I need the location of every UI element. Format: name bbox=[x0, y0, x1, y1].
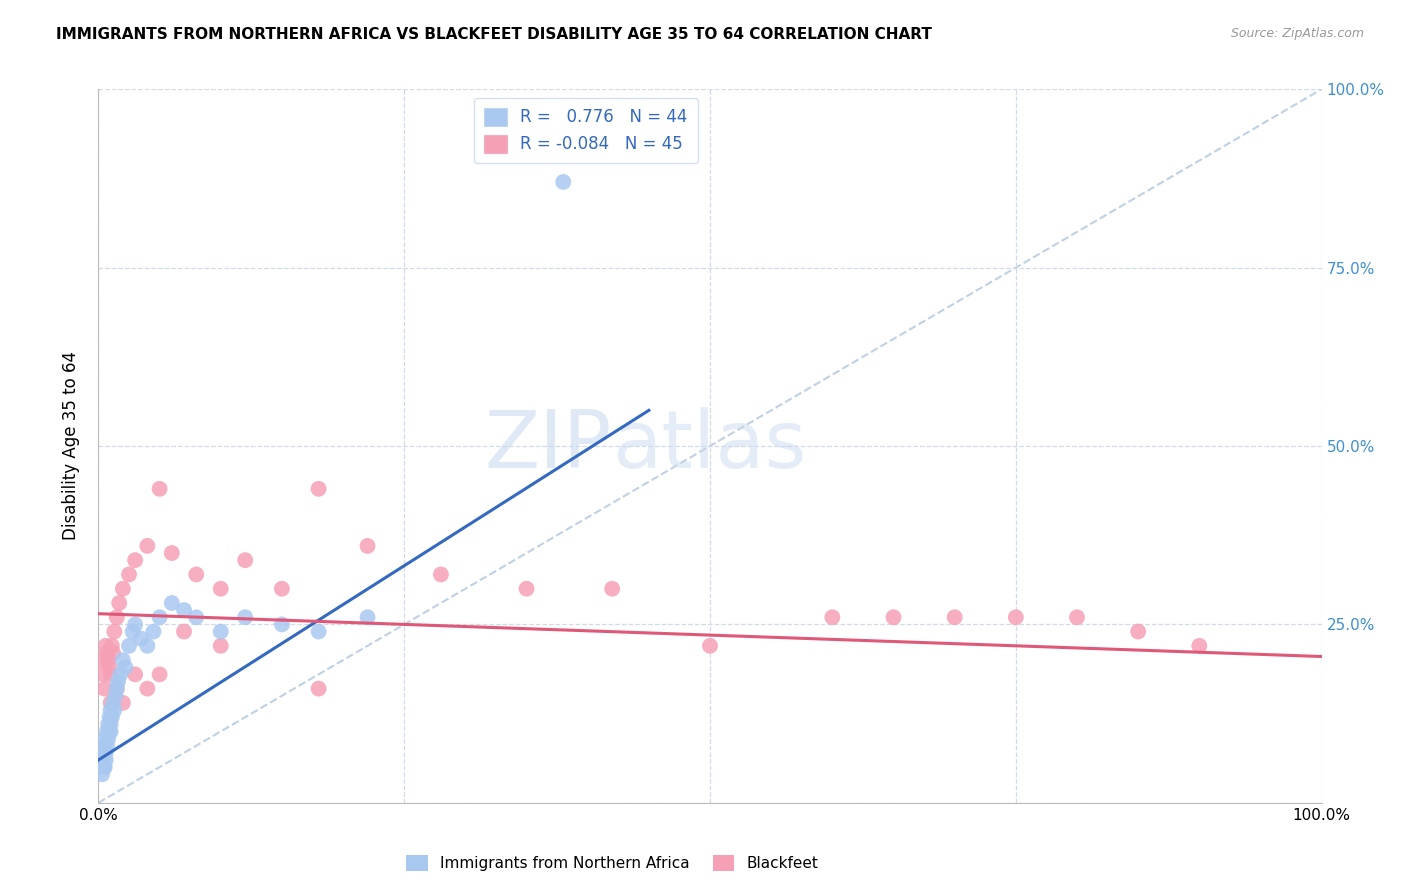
Point bbox=[308, 482, 330, 496]
Point bbox=[111, 582, 134, 596]
Point bbox=[97, 717, 120, 731]
Text: Source: ZipAtlas.com: Source: ZipAtlas.com bbox=[1230, 27, 1364, 40]
Point bbox=[160, 596, 183, 610]
Point bbox=[233, 553, 256, 567]
Point bbox=[98, 724, 121, 739]
Point bbox=[100, 667, 122, 681]
Legend: Immigrants from Northern Africa, Blackfeet: Immigrants from Northern Africa, Blackfe… bbox=[401, 849, 824, 877]
Point bbox=[553, 175, 575, 189]
Point bbox=[149, 610, 172, 624]
Point bbox=[105, 610, 128, 624]
Point bbox=[883, 610, 905, 624]
Point bbox=[93, 681, 115, 696]
Point bbox=[96, 739, 118, 753]
Point bbox=[430, 567, 453, 582]
Text: ZIP: ZIP bbox=[485, 407, 612, 485]
Text: atlas: atlas bbox=[612, 407, 807, 485]
Point bbox=[97, 731, 120, 746]
Point bbox=[93, 746, 115, 760]
Point bbox=[136, 539, 159, 553]
Point bbox=[103, 703, 125, 717]
Point bbox=[186, 567, 208, 582]
Point bbox=[91, 667, 114, 681]
Point bbox=[101, 639, 124, 653]
Point bbox=[93, 760, 115, 774]
Point bbox=[270, 582, 294, 596]
Point bbox=[136, 639, 159, 653]
Point bbox=[100, 703, 122, 717]
Point bbox=[270, 617, 294, 632]
Point bbox=[104, 689, 127, 703]
Point bbox=[101, 646, 124, 660]
Point bbox=[111, 696, 134, 710]
Point bbox=[94, 753, 117, 767]
Point bbox=[943, 610, 966, 624]
Point bbox=[308, 681, 330, 696]
Point bbox=[98, 710, 121, 724]
Point bbox=[94, 731, 117, 746]
Point bbox=[118, 567, 141, 582]
Point bbox=[91, 767, 114, 781]
Point bbox=[91, 753, 114, 767]
Point bbox=[100, 696, 122, 710]
Point bbox=[121, 624, 143, 639]
Point bbox=[149, 482, 172, 496]
Point bbox=[111, 653, 134, 667]
Point bbox=[97, 653, 120, 667]
Point bbox=[233, 610, 256, 624]
Point bbox=[1128, 624, 1150, 639]
Point bbox=[124, 617, 146, 632]
Point bbox=[209, 639, 232, 653]
Point bbox=[124, 667, 146, 681]
Point bbox=[308, 624, 330, 639]
Point bbox=[1066, 610, 1088, 624]
Y-axis label: Disability Age 35 to 64: Disability Age 35 to 64 bbox=[62, 351, 80, 541]
Point bbox=[356, 610, 378, 624]
Point bbox=[209, 624, 232, 639]
Point bbox=[186, 610, 208, 624]
Point bbox=[96, 646, 118, 660]
Point bbox=[101, 710, 124, 724]
Point bbox=[110, 667, 132, 681]
Point bbox=[209, 582, 232, 596]
Point bbox=[96, 724, 118, 739]
Text: IMMIGRANTS FROM NORTHERN AFRICA VS BLACKFEET DISABILITY AGE 35 TO 64 CORRELATION: IMMIGRANTS FROM NORTHERN AFRICA VS BLACK… bbox=[56, 27, 932, 42]
Point bbox=[107, 674, 129, 689]
Point bbox=[101, 696, 124, 710]
Point bbox=[149, 667, 172, 681]
Point bbox=[105, 681, 128, 696]
Point bbox=[173, 603, 195, 617]
Point bbox=[1188, 639, 1211, 653]
Point bbox=[91, 760, 114, 774]
Point bbox=[94, 746, 117, 760]
Point bbox=[93, 760, 115, 774]
Point bbox=[173, 624, 195, 639]
Point bbox=[821, 610, 844, 624]
Point bbox=[114, 660, 136, 674]
Point bbox=[93, 739, 115, 753]
Point bbox=[91, 653, 114, 667]
Point bbox=[105, 681, 128, 696]
Point bbox=[1004, 610, 1026, 624]
Point bbox=[600, 582, 623, 596]
Point bbox=[94, 639, 117, 653]
Point bbox=[515, 582, 537, 596]
Point bbox=[160, 546, 183, 560]
Point bbox=[98, 660, 121, 674]
Point bbox=[100, 724, 122, 739]
Point bbox=[118, 639, 141, 653]
Point bbox=[108, 596, 131, 610]
Point bbox=[129, 632, 152, 646]
Point bbox=[124, 553, 146, 567]
Point bbox=[100, 717, 122, 731]
Point bbox=[136, 681, 159, 696]
Point bbox=[356, 539, 378, 553]
Point bbox=[699, 639, 721, 653]
Point bbox=[142, 624, 165, 639]
Point bbox=[103, 624, 125, 639]
